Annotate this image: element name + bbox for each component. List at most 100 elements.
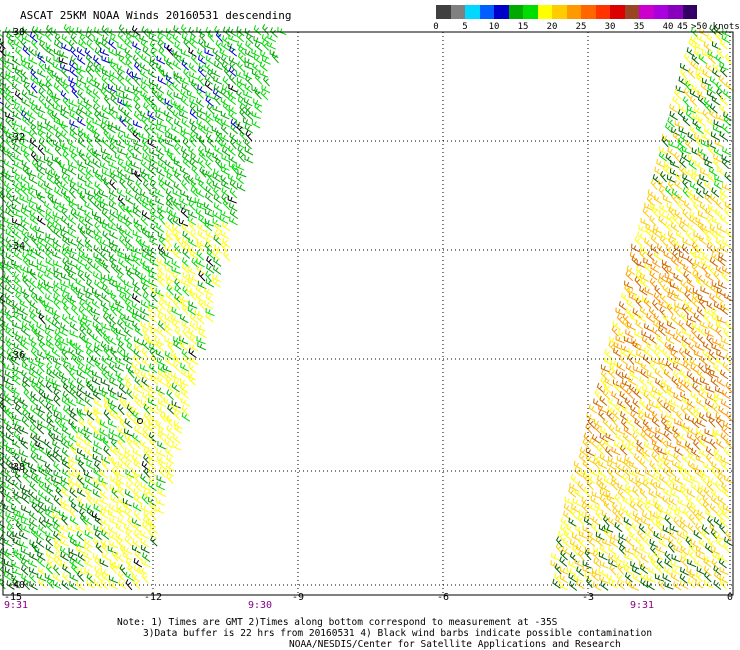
wind-barb [707, 204, 718, 213]
wind-barb [609, 362, 617, 374]
wind-barb [695, 571, 704, 583]
wind-barb [142, 431, 151, 442]
wind-barb [131, 25, 140, 36]
wind-barb [165, 291, 174, 302]
wind-barb [76, 370, 86, 380]
wind-barb [61, 487, 70, 498]
wind-barb [651, 439, 661, 449]
wind-barb [707, 172, 716, 183]
wind-barb [141, 54, 150, 64]
wind-barb [711, 461, 720, 471]
wind-barb [635, 536, 644, 547]
wind-barb [245, 109, 253, 120]
wind-barb [163, 250, 173, 260]
wind-barb [100, 489, 109, 500]
wind-barb [695, 187, 704, 199]
wind-barb [99, 419, 109, 429]
wind-barb [658, 186, 666, 198]
wind-barb [157, 133, 167, 142]
wind-barb [643, 257, 653, 267]
wind-barb [634, 515, 643, 526]
wind-barb [719, 194, 727, 206]
wind-barb [52, 250, 62, 260]
wind-barb [157, 271, 166, 282]
wind-barb [566, 567, 576, 576]
wind-barb [173, 242, 182, 254]
wind-barb [157, 231, 167, 241]
wind-barb [70, 55, 78, 66]
wind-barb [659, 203, 668, 213]
wind-barb [677, 138, 686, 149]
wind-barb [642, 385, 652, 394]
wind-barb [70, 208, 79, 220]
wind-barb [188, 209, 198, 219]
wind-barb [149, 154, 158, 164]
wind-barb [189, 102, 198, 114]
wind-barb [44, 200, 53, 211]
wind-barb [5, 173, 14, 183]
wind-barb [615, 335, 625, 344]
wind-barb [703, 278, 712, 289]
wind-barb [141, 377, 150, 388]
wind-barb [147, 384, 156, 394]
wind-barb [704, 193, 712, 205]
wind-barb [117, 97, 127, 107]
wind-barb [165, 199, 174, 210]
wind-barb [181, 412, 191, 422]
wind-barb [655, 490, 665, 500]
wind-barb [117, 132, 126, 143]
wind-barb [110, 94, 119, 106]
wind-barb [44, 280, 54, 289]
wind-barb [147, 250, 157, 260]
wind-barb [170, 134, 180, 143]
wind-barb [140, 69, 149, 79]
wind-barb [621, 292, 630, 303]
wind-barb [574, 558, 584, 568]
wind-barb [181, 397, 190, 407]
wind-barb [654, 550, 664, 561]
wind-barb [205, 230, 215, 239]
wind-barb [52, 242, 61, 253]
wind-barb [117, 251, 127, 260]
wind-barb [164, 98, 174, 108]
wind-barb [35, 475, 45, 485]
wind-barb [654, 342, 664, 353]
wind-barb [651, 299, 659, 311]
wind-barb [165, 447, 174, 458]
wind-barb [86, 494, 94, 506]
wind-barb [572, 498, 582, 507]
wind-barb [29, 97, 38, 108]
wind-barb [721, 271, 730, 282]
wind-barb [198, 270, 206, 282]
wind-barb [52, 237, 62, 248]
wind-barb [569, 539, 579, 549]
wind-barb [62, 235, 71, 246]
wind-barb [682, 361, 691, 372]
wind-barb [666, 174, 676, 183]
wind-barb [179, 298, 189, 309]
wind-barb [123, 452, 132, 463]
wind-barb [101, 551, 111, 561]
wind-barb [695, 216, 705, 226]
wind-barb [28, 334, 37, 345]
wind-barb [667, 116, 675, 128]
wind-barb [108, 160, 118, 170]
wind-barb [711, 307, 720, 318]
wind-barb [21, 460, 29, 472]
wind-barb [53, 48, 63, 58]
wind-barb [197, 75, 205, 87]
wind-barb [642, 535, 651, 547]
wind-barb [163, 397, 172, 407]
wind-barb [99, 202, 109, 212]
wind-barb [93, 482, 103, 492]
wind-barb [673, 239, 683, 248]
wind-barb [703, 313, 712, 324]
wind-barb [642, 419, 651, 430]
wind-barb [665, 153, 674, 164]
wind-barb [706, 392, 716, 402]
wind-barb [53, 470, 63, 479]
wind-barb [212, 152, 221, 162]
wind-barb [180, 76, 189, 85]
wind-barb [67, 222, 77, 232]
